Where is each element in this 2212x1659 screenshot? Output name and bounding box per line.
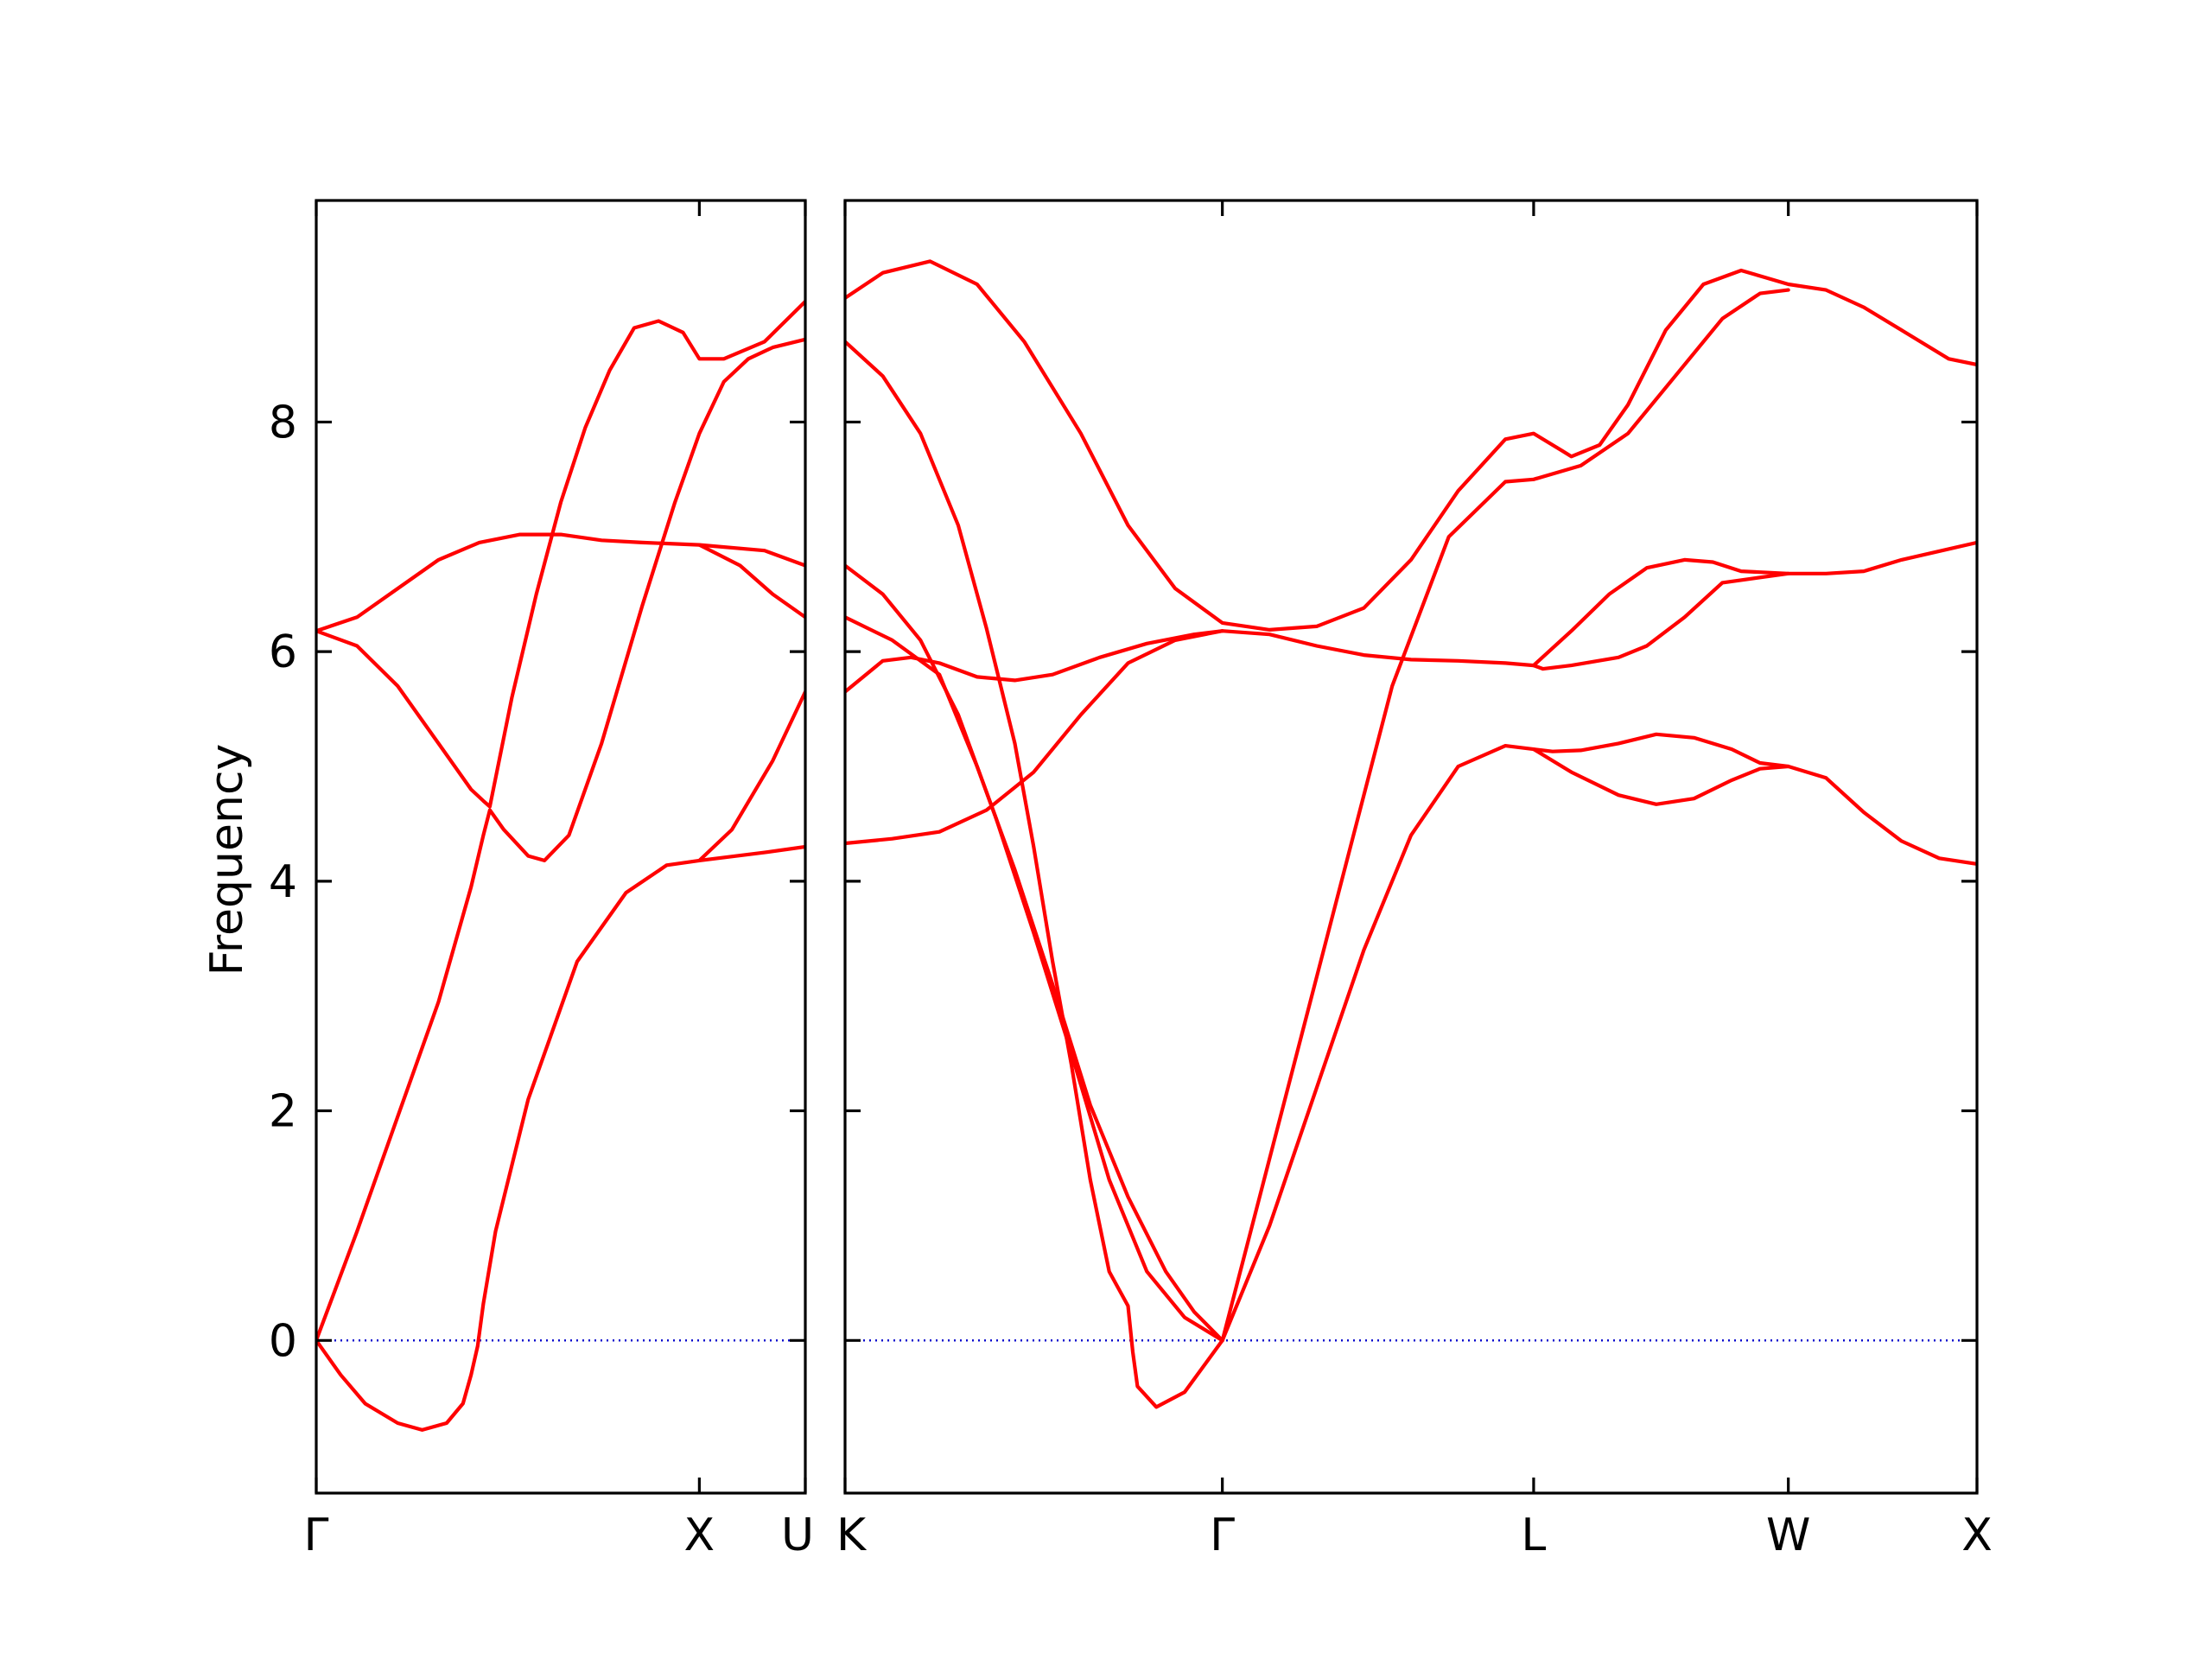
axes-frame-panel-2 <box>843 199 1979 1495</box>
band-line-panel-2-10 <box>1531 557 1790 668</box>
band-line-panel-1-3 <box>316 299 805 809</box>
x-tick-label-3: U <box>781 1510 814 1561</box>
x-tick-label-8: X <box>1961 1510 1993 1561</box>
band-line-panel-2-3 <box>845 563 1224 1343</box>
band-line-panel-1-5 <box>697 543 805 620</box>
band-line-panel-2-1 <box>845 259 1977 632</box>
x-tick-label-6: L <box>1521 1510 1546 1561</box>
x-tick-label-1: Γ <box>304 1510 329 1561</box>
x-tick-label-7: W <box>1766 1510 1810 1561</box>
y-tick-label: 0 <box>269 1315 297 1367</box>
band-line-panel-2-2 <box>845 340 1224 1409</box>
band-line-panel-2-8 <box>1220 288 1790 1343</box>
band-line-panel-2-4 <box>845 615 1224 1343</box>
y-tick-label: 2 <box>269 1086 297 1138</box>
y-axis-label: Frequency <box>201 744 253 976</box>
band-line-panel-2-5 <box>845 540 1977 694</box>
band-line-panel-1-1 <box>316 844 805 1432</box>
x-tick-label-2: X <box>684 1510 715 1561</box>
x-tick-label-5: Γ <box>1210 1510 1235 1561</box>
y-tick-label: 6 <box>269 626 297 678</box>
band-line-panel-1-4 <box>316 532 805 633</box>
x-tick-label-4: K <box>836 1510 868 1561</box>
axes-frame-panel-1 <box>315 199 807 1495</box>
y-tick-label: 8 <box>269 397 297 448</box>
band-line-panel-2-6 <box>845 629 1224 846</box>
y-tick-label: 4 <box>269 856 297 908</box>
band-line-panel-2-7 <box>1220 732 1977 1343</box>
band-line-panel-1-6 <box>697 690 805 862</box>
plot-layer: 0 2 4 6 8 Γ X U K Γ L W X <box>269 199 1993 1561</box>
band-line-panel-1-2 <box>316 337 805 1343</box>
band-line-panel-2-9 <box>1531 747 1790 806</box>
